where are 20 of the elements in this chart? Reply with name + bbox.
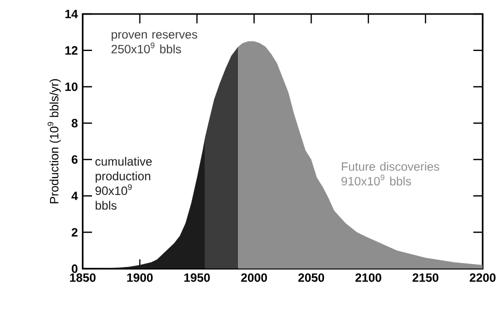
y-tick-label: 14 xyxy=(65,10,78,18)
x-tick-label: 2000 xyxy=(241,273,267,282)
y-tick-label: 6 xyxy=(72,155,78,164)
x-tick-label: 1900 xyxy=(127,273,153,282)
x-tick-label: 2200 xyxy=(470,273,496,282)
text: cumulative production 90x10$^{9}$ bbls xyxy=(95,156,152,210)
text: proven reserves 250x10$^{9}$ bbls xyxy=(112,32,198,54)
y-tick-label: 12 xyxy=(65,46,78,55)
y-tick-label: 10 xyxy=(65,82,78,92)
x-tick-label: 2150 xyxy=(412,273,438,282)
y-tick-label: 0 xyxy=(72,264,78,273)
x-tick-label: 1850 xyxy=(70,273,96,282)
x-tick-label: 2100 xyxy=(355,273,382,282)
x-tick-label: 2050 xyxy=(298,273,324,282)
y-tick-label: 2 xyxy=(72,228,78,236)
y-tick-label: 8 xyxy=(72,118,78,128)
y-tick-label: 4 xyxy=(71,192,78,200)
x-tick-label: 1950 xyxy=(184,273,210,282)
y-axis-title: Production (10$^{9}$ bbls/yr) xyxy=(48,79,61,204)
series-label: Future discoveries 910x10$^{9}$ bbls xyxy=(341,162,440,186)
